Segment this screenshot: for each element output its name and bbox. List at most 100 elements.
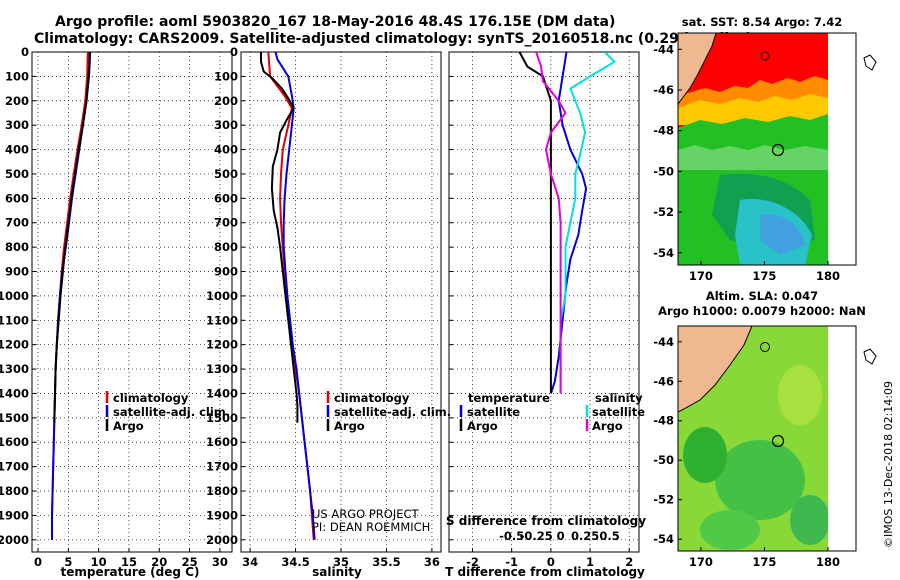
depth-tick-label: 1000 <box>0 289 29 303</box>
difference-series-t-argo <box>518 52 552 394</box>
temperature-series-argo <box>53 52 91 423</box>
sst-map <box>678 33 828 265</box>
temperature-plot-frame <box>31 51 233 553</box>
depth-tick-label: 0 <box>21 45 29 59</box>
series-layer <box>51 52 616 540</box>
difference-xlabel: T difference from climatology <box>445 565 645 579</box>
depth-tick-label: 1100 <box>206 313 238 327</box>
depth-tick-label: 1700 <box>0 460 29 474</box>
salinity-series-satellite <box>274 52 316 540</box>
depth-tick-label: 1900 <box>206 508 238 522</box>
temperature-xtick-label: 30 <box>212 555 228 569</box>
temperature-xlabel: temperature (deg C) <box>61 565 200 579</box>
sla-field-blob <box>778 365 822 425</box>
lat-tick-label: -54 <box>653 246 674 260</box>
salinity-series-argo <box>260 52 299 423</box>
sla-map-nodata <box>828 326 856 551</box>
sla-field-blob <box>790 495 828 545</box>
salinity-xtick-label: 34.5 <box>281 555 309 569</box>
difference-xtick-label: 0 <box>547 555 555 569</box>
sst-field-blue <box>760 214 805 255</box>
difference-xtick-label: 1 <box>586 555 594 569</box>
temperature-xtick-label: 10 <box>91 555 107 569</box>
depth-tick-label: 1200 <box>0 338 29 352</box>
credit-project: US ARGO PROJECT <box>312 507 420 521</box>
s-difference-label: S difference from climatology <box>446 514 646 528</box>
lat-tick-label: -52 <box>653 493 674 507</box>
sst-map-ticks: 170 175 180 -44 -46 -48 -50 -52 -54 <box>653 42 840 283</box>
depth-tick-label: 900 <box>214 265 238 279</box>
lon-tick-label: 170 <box>689 555 713 569</box>
depth-tick-label: 1300 <box>0 362 29 376</box>
credit-pi: PI: DEAN ROEMMICH <box>312 520 430 534</box>
legend-label-climatology: climatology <box>113 391 189 405</box>
legend-label-satellite: satellite-adj. clim. <box>334 405 451 419</box>
land-south-island <box>678 33 717 105</box>
salinity-xtick-label: 35.5 <box>372 555 400 569</box>
s-diff-tick-label: -0.5 <box>499 529 524 543</box>
land-islet <box>760 51 770 61</box>
legend-label-t-satellite: satellite <box>467 405 520 419</box>
imos-watermark: ©IMOS 13-Dec-2018 02:14:09 <box>882 381 895 548</box>
salinity-xlabel: salinity <box>312 565 362 579</box>
depth-tick-label: 1300 <box>206 362 238 376</box>
depth-tick-label: 700 <box>5 216 29 230</box>
lon-tick-label: 175 <box>752 555 776 569</box>
sla-field-blob <box>700 510 760 550</box>
legend-label-satellite: satellite-adj. clim. <box>113 405 230 419</box>
s-diff-tick-label: -0.25 <box>520 529 553 543</box>
sla-field-blob <box>683 427 727 483</box>
argo-float-marker <box>771 434 785 448</box>
header-line1: Argo profile: aoml 5903820_167 18-May-20… <box>55 14 615 30</box>
depth-tick-label: 1900 <box>0 508 29 522</box>
depth-tick-label: 1100 <box>0 313 29 327</box>
legend-label-s-satellite: satellite <box>592 405 645 419</box>
legend-label-argo: Argo <box>113 419 144 433</box>
x-tick-labels: 0 5 10 15 20 25 30 34 34.5 35 35.5 36 -2 -1 0 1 2 -0.5-0.… <box>34 529 633 569</box>
s-diff-tick-label: 0.25 <box>571 529 599 543</box>
lat-tick-label: -48 <box>653 124 674 138</box>
depth-tick-label: 600 <box>5 191 29 205</box>
land-islet <box>760 342 770 352</box>
legend-label-temperature: temperature <box>468 391 550 405</box>
depth-tick-label: 300 <box>214 118 238 132</box>
sst-map-title: sat. SST: 8.54 Argo: 7.42 <box>682 15 842 29</box>
sla-map <box>678 326 828 551</box>
depth-tick-label: 2000 <box>206 533 238 547</box>
difference-xtick-label: 2 <box>625 555 633 569</box>
difference-series-s-argo <box>535 52 567 394</box>
legend-label-t-argo: Argo <box>467 419 498 433</box>
salinity-xtick-label: 34 <box>242 555 258 569</box>
header-line2: Climatology: CARS2009. Satellite-adjuste… <box>34 31 752 47</box>
chatham-islands <box>863 54 877 71</box>
sst-field-lightgreen <box>678 145 828 170</box>
grid-layer <box>32 51 639 552</box>
chatham-islands <box>863 348 877 365</box>
depth-tick-label: 1400 <box>0 386 29 400</box>
salinity-legend: climatology satellite-adj. clim. Argo <box>326 391 451 433</box>
difference-xtick-label: -2 <box>466 555 479 569</box>
sst-map-frame <box>677 32 857 266</box>
legend-label-climatology: climatology <box>334 391 410 405</box>
lon-tick-label: 180 <box>816 555 840 569</box>
depth-tick-label: 1000 <box>206 289 238 303</box>
difference-series-t-satellite <box>549 52 588 394</box>
temperature-xtick-label: 5 <box>64 555 72 569</box>
temperature-xtick-label: 25 <box>182 555 198 569</box>
lat-tick-label: -46 <box>653 83 674 97</box>
salinity-xtick-label: 35 <box>333 555 349 569</box>
temperature-xtick-label: 0 <box>34 555 42 569</box>
sla-field-blob <box>715 440 805 520</box>
depth-tick-label: 1400 <box>206 386 238 400</box>
depth-tick-labels: 0100200300400500600700800900100011001200… <box>0 45 238 547</box>
difference-xtick-label: -1 <box>505 555 518 569</box>
depth-tick-label: 1600 <box>0 435 29 449</box>
difference-legend: temperature salinity satellite Argo sate… <box>459 391 645 433</box>
depth-tick-label: 1600 <box>206 435 238 449</box>
depth-tick-label: 1200 <box>206 338 238 352</box>
lon-tick-label: 180 <box>816 269 840 283</box>
lat-tick-label: -46 <box>653 374 674 388</box>
depth-tick-label: 500 <box>5 167 29 181</box>
temperature-xtick-label: 20 <box>151 555 167 569</box>
